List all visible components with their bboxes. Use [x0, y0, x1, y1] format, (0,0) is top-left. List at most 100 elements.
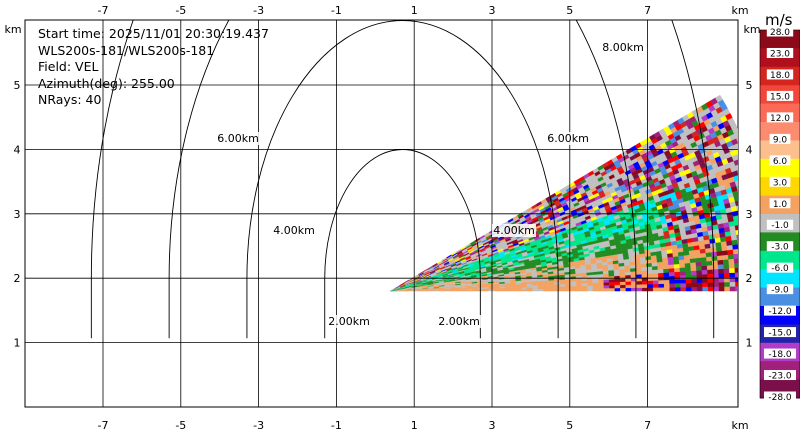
velocity-cell: [608, 275, 615, 280]
velocity-cell: [694, 253, 701, 259]
velocity-cell: [664, 287, 670, 292]
velocity-cell: [751, 222, 757, 228]
velocity-cell: [696, 282, 703, 288]
velocity-cell: [581, 285, 588, 289]
velocity-cell: [740, 178, 747, 184]
velocity-cell: [619, 271, 626, 276]
velocity-cell: [745, 257, 751, 262]
velocity-cell: [598, 288, 605, 292]
velocity-cell: [743, 188, 750, 194]
range-ring-label-8km-1: 8.00km: [602, 41, 644, 54]
velocity-cell: [742, 233, 748, 239]
colorbar-label: 9.0: [773, 135, 788, 145]
colorbar-label: 28.0: [770, 28, 790, 38]
velocity-cell: [732, 244, 738, 250]
velocity-cell: [532, 286, 539, 290]
velocity-cell: [554, 286, 561, 290]
velocity-cell: [707, 269, 714, 275]
velocity-cell: [729, 272, 736, 278]
velocity-cell: [494, 289, 500, 292]
velocity-cell: [592, 282, 599, 286]
velocity-cell: [734, 200, 738, 207]
velocity-cell: [673, 259, 680, 265]
velocity-cell: [624, 271, 631, 276]
range-ring-label-2km-2: 2.00km: [438, 315, 480, 328]
y-tick-left-5: 5: [14, 79, 21, 92]
velocity-cell: [537, 288, 544, 292]
x-tick-top-3: 3: [489, 4, 496, 17]
y-unit-left: km: [4, 23, 21, 36]
velocity-cell: [736, 185, 738, 191]
velocity-cell: [716, 255, 724, 261]
velocity-cell: [609, 281, 615, 286]
colorbar: m/s 28.0 23.0 18.0 15.0 12.0 9.0 6.0 3.0 1.0 -1.0…: [759, 11, 800, 403]
velocity-cell: [652, 272, 659, 278]
velocity-cell: [674, 283, 681, 288]
range-ring-label-4km-2: 4.00km: [493, 224, 535, 237]
velocity-cell: [749, 170, 756, 177]
velocity-cell: [630, 271, 637, 276]
velocity-cell: [752, 201, 759, 207]
velocity-cell: [696, 286, 703, 292]
velocity-cell: [586, 280, 593, 284]
x-tick-top--7: -7: [98, 4, 109, 17]
velocity-cell: [717, 264, 724, 270]
velocity-cell: [729, 281, 736, 287]
x-unit-bottom: km: [731, 419, 748, 432]
velocity-cell: [548, 286, 555, 290]
velocity-cell: [625, 287, 632, 292]
x-tick-bottom--7: -7: [98, 419, 109, 432]
colorbar-label: -28.0: [768, 393, 792, 403]
velocity-cell: [685, 278, 692, 284]
velocity-cell: [691, 278, 698, 284]
x-tick-top-1: 1: [411, 4, 418, 17]
velocity-cell: [598, 282, 604, 286]
velocity-cell: [739, 157, 746, 164]
velocity-cell: [581, 288, 588, 292]
velocity-cell: [678, 259, 685, 265]
velocity-cell: [620, 287, 626, 292]
velocity-cell: [696, 269, 703, 275]
velocity-cell: [576, 285, 583, 289]
velocity-cell: [614, 281, 621, 286]
y-unit-right: km: [743, 23, 760, 36]
velocity-cell: [680, 279, 687, 284]
velocity-cell: [721, 245, 728, 251]
velocity-cell: [740, 162, 747, 169]
velocity-cell: [614, 287, 621, 292]
velocity-cell: [680, 286, 687, 292]
velocity-cell: [587, 282, 593, 286]
velocity-cell: [674, 267, 681, 273]
velocity-cell: [707, 286, 714, 292]
velocity-cell: [554, 284, 561, 287]
velocity-cell: [746, 197, 753, 203]
velocity-cell: [642, 287, 648, 292]
velocity-cell: [754, 241, 760, 247]
velocity-sector: [389, 94, 760, 292]
velocity-cell: [733, 220, 738, 226]
velocity-cell: [741, 228, 747, 234]
velocity-cell: [718, 281, 725, 287]
velocity-cell: [620, 284, 626, 289]
velocity-cell: [724, 286, 731, 292]
velocity-cell: [690, 270, 697, 276]
velocity-cell: [651, 265, 658, 271]
colorbar-label: 23.0: [770, 49, 790, 59]
colorbar-title: m/s: [765, 11, 793, 29]
velocity-cell: [570, 288, 577, 292]
velocity-cell: [695, 257, 702, 263]
velocity-cell: [716, 250, 723, 257]
velocity-cell: [701, 269, 708, 275]
velocity-cell: [718, 272, 725, 279]
velocity-cell: [734, 262, 738, 269]
field-text: Field: VEL: [38, 59, 98, 74]
velocity-cell: [723, 268, 730, 274]
velocity-cell: [700, 252, 707, 258]
velocity-cell: [543, 288, 550, 292]
velocity-cell: [738, 214, 744, 220]
velocity-cell: [548, 284, 555, 287]
velocity-cell: [652, 280, 659, 285]
velocity-cell: [753, 236, 759, 242]
velocity-cell: [733, 174, 738, 182]
velocity-cell: [744, 248, 750, 253]
